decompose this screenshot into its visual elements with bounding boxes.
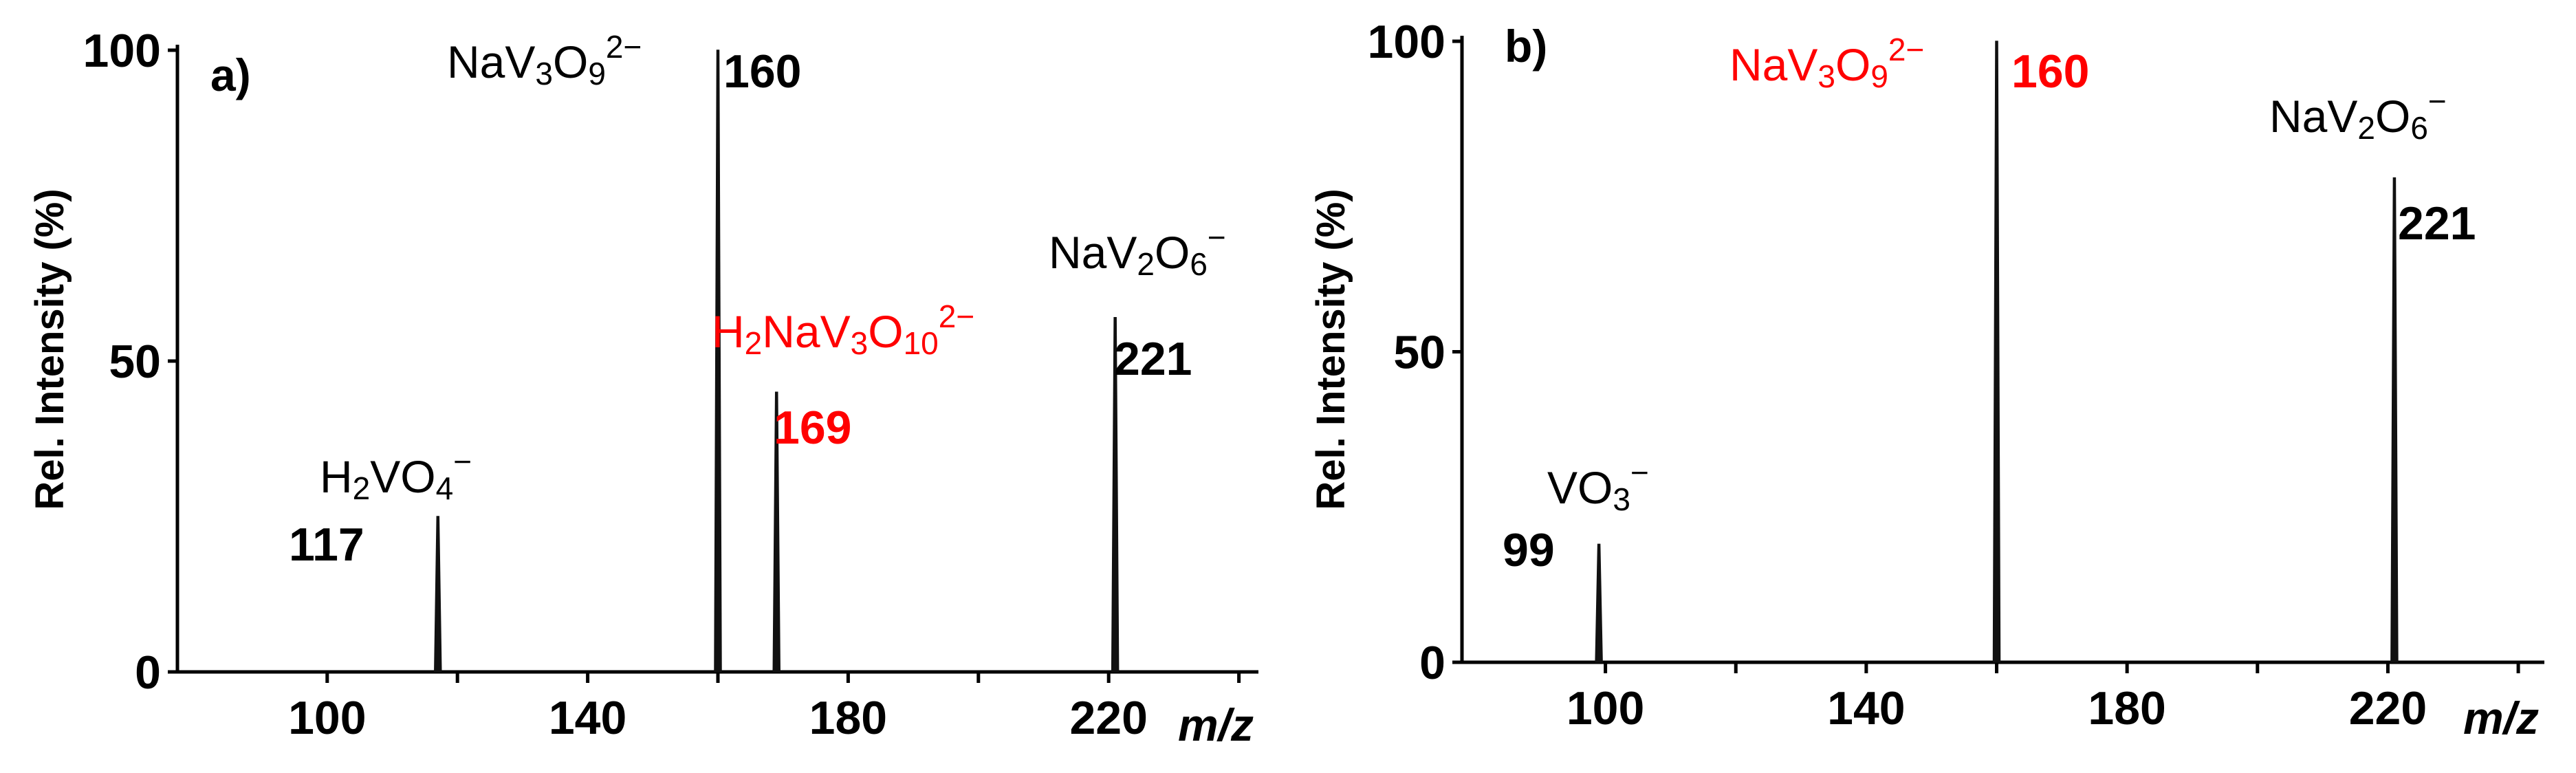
peak-formula-label: NaV2O6− <box>1049 219 1226 282</box>
peak-169 <box>772 391 781 673</box>
panel-label: a) <box>210 50 251 100</box>
x-tick-label: 140 <box>549 692 626 744</box>
x-tick-label: 100 <box>1567 682 1644 734</box>
x-tick-label: 180 <box>2088 682 2165 734</box>
peak-formula-label: H2VO4− <box>320 444 472 506</box>
x-tick-label: 100 <box>288 692 366 744</box>
x-tick-label: 220 <box>2349 682 2427 734</box>
peak-mz-label: 160 <box>723 45 801 98</box>
panel-b: 0 50 100 100 140 180 220 Rel. Intensity (%) m/z b… <box>1309 16 2544 743</box>
x-tick-label: 220 <box>1069 692 1147 744</box>
peak-formula-label: NaV3O92− <box>447 29 642 91</box>
peak-mz-label: 117 <box>289 519 364 571</box>
peak-160 <box>1992 41 2001 663</box>
panel-a: 0 50 100 100 140 180 220 Rel. Intensity (%) m/z a… <box>28 25 1258 750</box>
y-axis-label: Rel. Intensity (%) <box>28 188 72 510</box>
y-tick-label: 0 <box>1419 637 1445 689</box>
peak-mz-label: 169 <box>774 402 851 454</box>
peak-mz-label: 221 <box>2398 197 2476 250</box>
peak-formula-label: NaV3O92− <box>1729 32 1924 94</box>
peak-221 <box>1111 316 1120 673</box>
peak-117 <box>434 516 442 673</box>
peak-221 <box>2390 177 2399 663</box>
y-tick-label: 0 <box>135 646 161 699</box>
peak-mz-label: 99 <box>1503 524 1555 576</box>
x-tick-label: 140 <box>1827 682 1905 734</box>
peak-160 <box>714 50 722 673</box>
y-axis-label: Rel. Intensity (%) <box>1309 188 1353 510</box>
x-axis-label: m/z <box>1178 699 1254 750</box>
peak-formula-label: NaV2O6− <box>2269 83 2447 146</box>
x-tick-label: 180 <box>809 692 887 744</box>
panel-label: b) <box>1505 21 1547 72</box>
y-tick-label: 100 <box>83 25 161 77</box>
peak-99 <box>1595 543 1603 663</box>
peak-mz-label: 160 <box>2011 45 2089 98</box>
y-tick-label: 100 <box>1368 16 1445 68</box>
peak-formula-label: VO3− <box>1547 455 1649 517</box>
x-axis-label: m/z <box>2463 693 2539 743</box>
y-tick-label: 50 <box>1393 327 1445 379</box>
peak-mz-label: 221 <box>1114 333 1192 385</box>
y-tick-label: 50 <box>109 336 161 388</box>
peak-formula-label: H2NaV3O102− <box>712 298 974 361</box>
